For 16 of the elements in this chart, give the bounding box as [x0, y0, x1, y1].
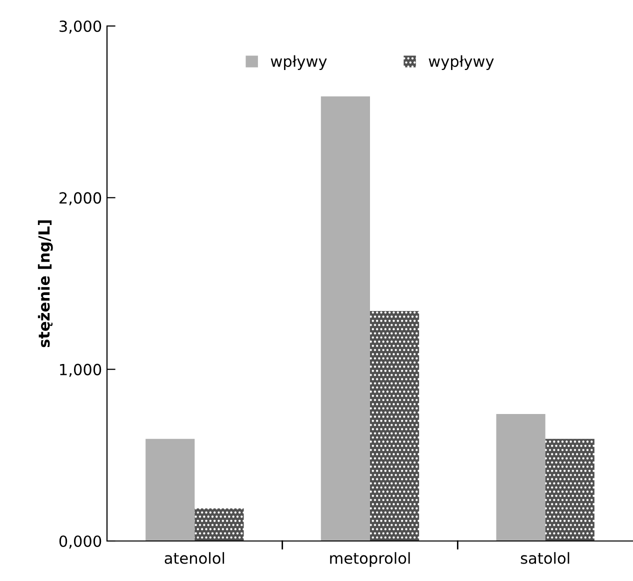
y-tick-label: 3,000 — [60, 20, 102, 34]
y-axis-title: stężenie [ng/L] — [38, 220, 53, 348]
y-tick-label: 1,000 — [60, 364, 102, 377]
x-tick-label: atenolol — [164, 552, 224, 564]
bar — [545, 438, 594, 541]
legend-label: wpływy — [270, 55, 327, 70]
bar — [320, 96, 370, 541]
bar — [194, 508, 244, 541]
bar — [370, 310, 420, 541]
y-tick-label: 2,000 — [60, 192, 102, 206]
x-tick-label: metoprolol — [330, 552, 410, 567]
bar — [496, 414, 546, 541]
bar — [146, 438, 195, 541]
legend-label: wypływy — [428, 55, 494, 70]
x-tick-label: satolol — [520, 552, 570, 564]
y-tick-label: 0,000 — [59, 535, 102, 549]
